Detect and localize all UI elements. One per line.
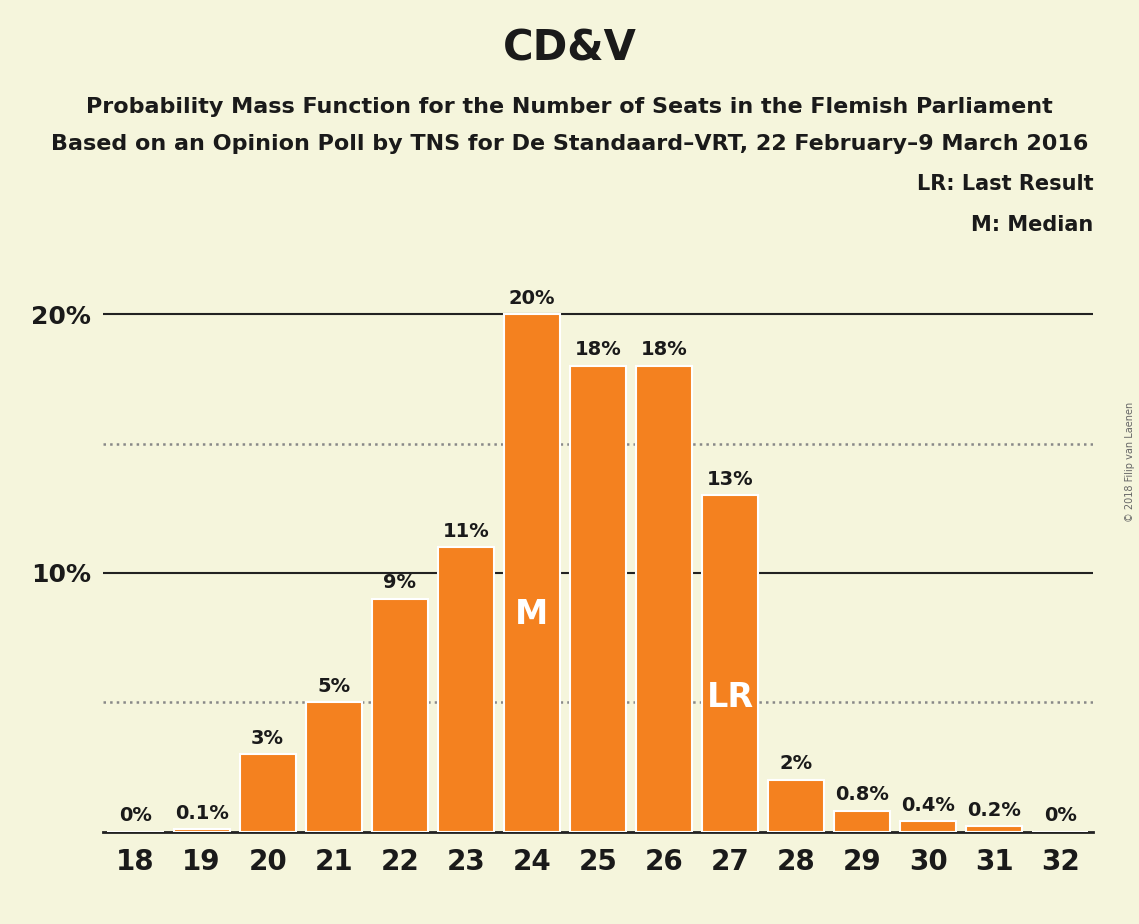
Text: 0.8%: 0.8% bbox=[835, 785, 890, 805]
Bar bbox=[702, 495, 759, 832]
Bar bbox=[834, 811, 891, 832]
Text: 0%: 0% bbox=[120, 806, 151, 825]
Bar bbox=[239, 754, 296, 832]
Text: Probability Mass Function for the Number of Seats in the Flemish Parliament: Probability Mass Function for the Number… bbox=[87, 97, 1052, 117]
Bar bbox=[437, 547, 494, 832]
Bar bbox=[966, 826, 1023, 832]
Bar bbox=[900, 821, 957, 832]
Text: M: M bbox=[515, 598, 549, 631]
Text: 9%: 9% bbox=[384, 573, 416, 592]
Text: 13%: 13% bbox=[707, 469, 753, 489]
Text: Based on an Opinion Poll by TNS for De Standaard–VRT, 22 February–9 March 2016: Based on an Opinion Poll by TNS for De S… bbox=[51, 134, 1088, 154]
Text: LR: Last Result: LR: Last Result bbox=[917, 174, 1093, 194]
Bar bbox=[768, 780, 825, 832]
Text: 0.4%: 0.4% bbox=[901, 796, 956, 815]
Bar bbox=[371, 599, 428, 832]
Text: 0.1%: 0.1% bbox=[174, 804, 229, 822]
Text: LR: LR bbox=[706, 681, 754, 713]
Text: 0.2%: 0.2% bbox=[967, 801, 1022, 820]
Text: 20%: 20% bbox=[509, 288, 555, 308]
Bar bbox=[305, 702, 362, 832]
Text: 5%: 5% bbox=[317, 676, 351, 696]
Text: 11%: 11% bbox=[442, 521, 490, 541]
Text: CD&V: CD&V bbox=[502, 28, 637, 69]
Bar bbox=[570, 366, 626, 832]
Text: 18%: 18% bbox=[640, 340, 688, 359]
Text: M: Median: M: Median bbox=[972, 214, 1093, 235]
Text: 0%: 0% bbox=[1044, 806, 1076, 825]
Bar bbox=[636, 366, 693, 832]
Text: 2%: 2% bbox=[779, 754, 813, 773]
Bar bbox=[503, 314, 560, 832]
Bar bbox=[173, 829, 230, 832]
Text: 18%: 18% bbox=[574, 340, 622, 359]
Text: 3%: 3% bbox=[252, 728, 284, 748]
Text: © 2018 Filip van Laenen: © 2018 Filip van Laenen bbox=[1125, 402, 1134, 522]
